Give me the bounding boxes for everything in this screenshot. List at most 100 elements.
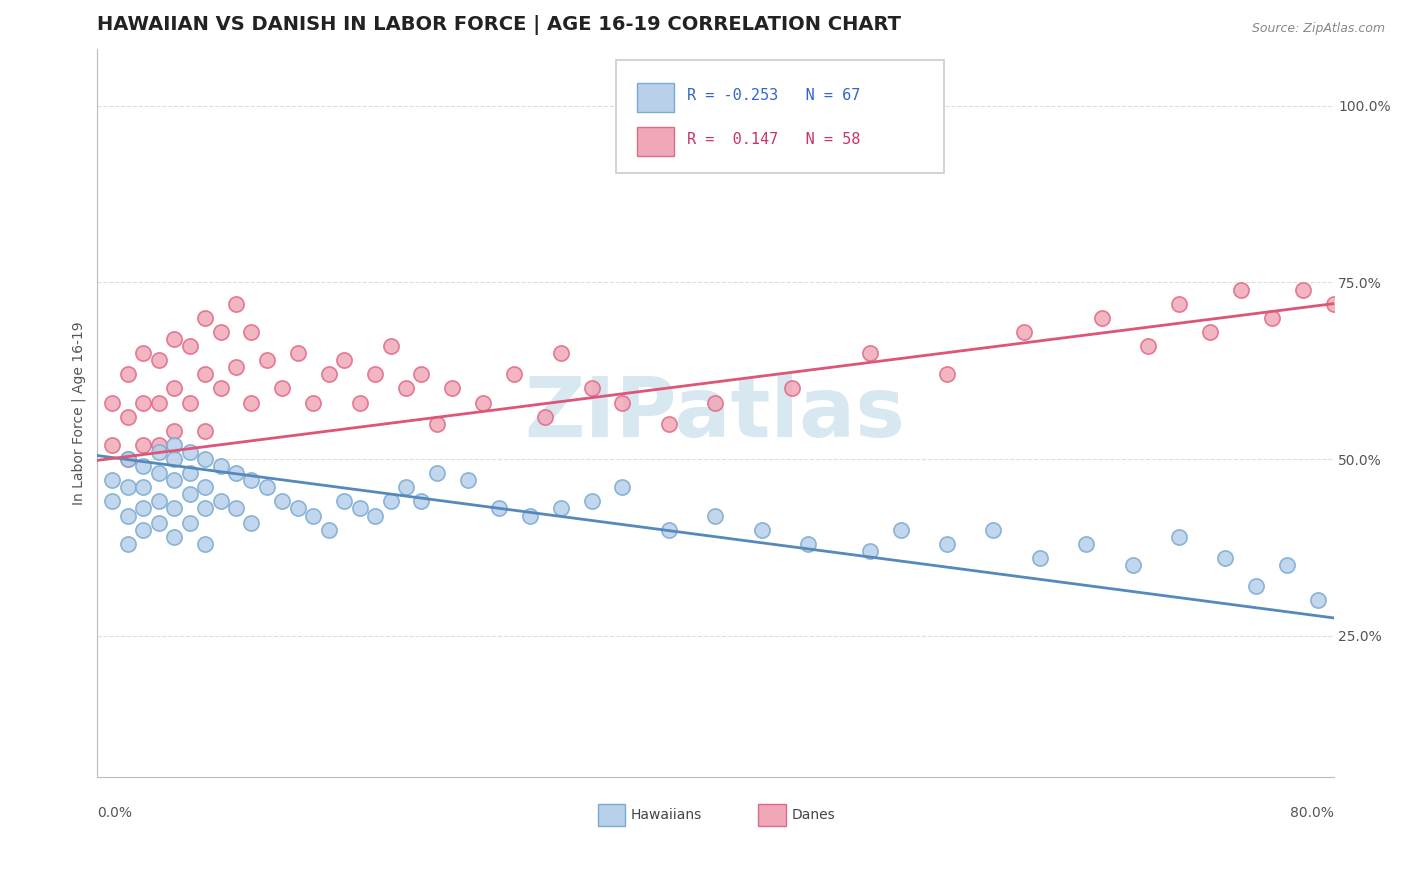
Point [1076,537,1098,551]
Text: HAWAIIAN VS DANISH IN LABOR FORCE | AGE 16-19 CORRELATION CHART: HAWAIIAN VS DANISH IN LABOR FORCE | AGE … [97,15,901,35]
Point [983,523,1005,537]
Point [797,537,820,551]
Point [194,452,217,467]
Point [658,523,681,537]
Point [503,368,526,382]
Bar [637,127,675,156]
Point [1122,558,1144,572]
Point [333,353,356,368]
Y-axis label: In Labor Force | Age 16-19: In Labor Force | Age 16-19 [72,321,86,505]
Point [194,537,217,551]
Point [380,339,402,353]
Point [534,409,557,424]
Point [349,395,371,409]
Bar [598,805,624,826]
Point [1137,339,1160,353]
Point [163,452,186,467]
Point [117,508,139,523]
Text: ZIPatlas: ZIPatlas [524,373,905,454]
Point [179,466,201,480]
Point [163,424,186,438]
Point [380,494,402,508]
Point [550,501,572,516]
Point [658,417,681,431]
Point [936,537,959,551]
Point [426,466,449,480]
Point [194,480,217,494]
Point [117,537,139,551]
Point [194,501,217,516]
Point [612,480,634,494]
Point [163,501,186,516]
Point [411,494,433,508]
Point [457,473,479,487]
Point [581,381,603,395]
Point [612,395,634,409]
Point [302,508,325,523]
Point [179,339,201,353]
Text: R =  0.147   N = 58: R = 0.147 N = 58 [686,132,860,147]
Point [132,395,155,409]
Point [163,530,186,544]
Point [163,473,186,487]
Point [271,381,294,395]
Text: Hawaiians: Hawaiians [631,808,703,822]
Point [101,438,124,452]
Point [318,368,340,382]
Point [395,381,418,395]
Point [179,487,201,501]
Point [287,346,309,360]
Point [101,494,124,508]
Point [704,508,727,523]
Point [782,381,804,395]
Point [148,438,170,452]
Point [240,473,263,487]
Point [194,424,217,438]
Point [1029,550,1052,565]
Point [132,480,155,494]
Point [395,480,418,494]
Point [225,466,247,480]
Point [148,516,170,530]
Point [1275,558,1298,572]
Point [1168,296,1191,310]
Point [209,494,232,508]
Point [472,395,495,409]
Point [411,368,433,382]
Point [1213,550,1236,565]
Text: Danes: Danes [792,808,835,822]
Point [302,395,325,409]
Point [132,438,155,452]
Text: R = -0.253   N = 67: R = -0.253 N = 67 [686,88,860,103]
Point [1306,593,1329,607]
Text: Source: ZipAtlas.com: Source: ZipAtlas.com [1251,22,1385,36]
Point [209,381,232,395]
Point [550,346,572,360]
Point [117,368,139,382]
Point [117,452,139,467]
Text: 80.0%: 80.0% [1289,805,1333,820]
Point [225,360,247,375]
Point [1014,325,1036,339]
Point [859,543,882,558]
Point [256,353,278,368]
Point [194,310,217,325]
Point [1168,530,1191,544]
Point [890,523,912,537]
Point [148,395,170,409]
Point [132,501,155,516]
Point [256,480,278,494]
Bar [758,805,786,826]
Point [117,409,139,424]
Point [132,523,155,537]
Bar [637,83,675,112]
Point [704,395,727,409]
Point [148,353,170,368]
Point [225,501,247,516]
Point [1260,310,1282,325]
Point [148,494,170,508]
Point [364,508,387,523]
Point [209,325,232,339]
Point [148,466,170,480]
Point [1198,325,1220,339]
